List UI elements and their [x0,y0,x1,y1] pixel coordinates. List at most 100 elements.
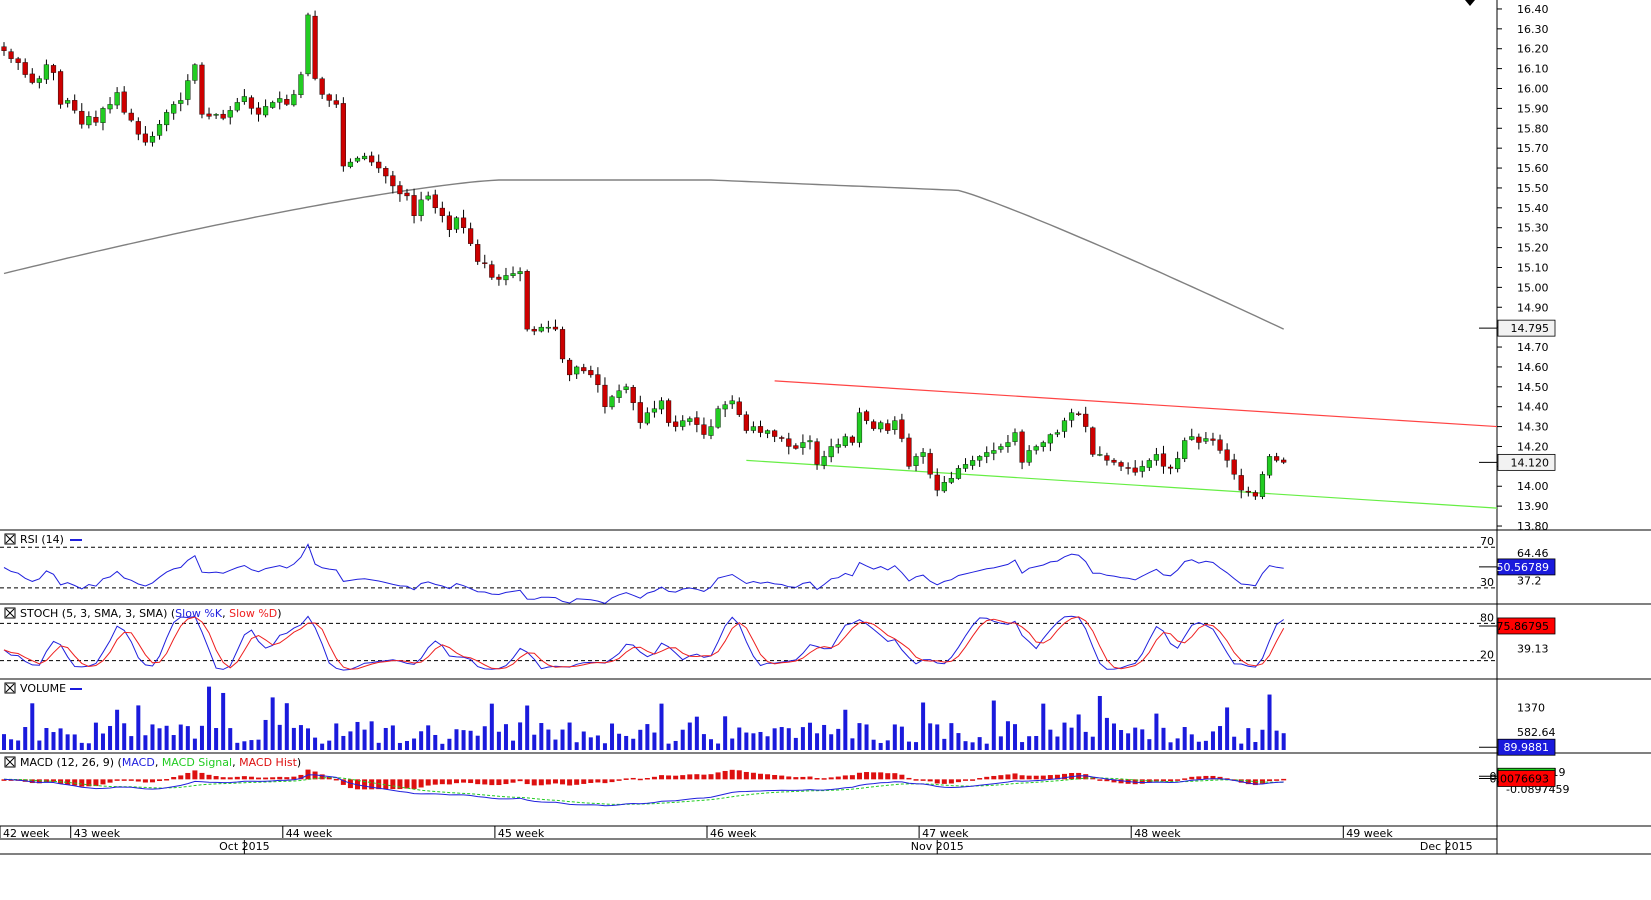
rsi-close-button[interactable] [4,533,16,545]
rsi-panel[interactable]: 70 30 64.46 37.2 [0,535,1549,604]
price-panel[interactable] [1,10,1498,509]
volume-bar [129,736,134,750]
candle [1054,429,1061,438]
candle [57,69,64,109]
volume-bar [1274,730,1279,750]
bear-candle-body [1111,459,1117,463]
volume-bar [1126,733,1131,750]
volume-bar [489,703,494,750]
bear-candle-body [1,46,7,51]
macd-hist-bar [135,779,141,782]
bear-candle-body [595,374,601,386]
bear-candle-body [885,423,891,431]
macd-hist-bar [1168,779,1174,782]
macd-hist-bar [291,776,297,780]
bull-candle-body [100,108,106,123]
macd-hist-bar [1118,779,1124,784]
candle [1217,434,1223,454]
bear-candle-body [1281,459,1287,463]
macd-close-button[interactable] [4,756,16,768]
macd-hist-bar [362,779,368,790]
volume-bar [1055,736,1060,750]
bull-candle-body [36,78,42,83]
candle [284,94,290,106]
bull-candle-body [178,100,184,104]
bear-candle-body [793,445,799,449]
candle [588,365,594,378]
macd-hist-bar [178,775,184,780]
macd-hist-bar [1083,774,1089,780]
volume-bar [383,727,388,750]
stoch-close-button[interactable] [4,607,16,619]
candle [1167,464,1174,475]
legend-sep: , [232,756,239,769]
volume-bar [23,727,28,750]
bull-candle-body [1203,438,1209,442]
bull-candle-body [948,478,954,483]
candle [333,94,339,108]
macd-hist-bar [432,779,438,785]
bull-candle-body [892,420,898,431]
macd-hist-bar [906,777,912,780]
macd-hist-bar [786,776,792,780]
candle [475,239,481,265]
macd-hist-bar [736,770,742,780]
macd-hist-bar [842,775,848,780]
candle [1281,457,1287,465]
scroll-marker-icon[interactable] [1465,0,1475,6]
candle [340,97,346,172]
macd-hist-bar [1175,779,1181,781]
volume-bar [320,743,325,750]
volume-bar [532,734,537,750]
macd-hist-bar [828,777,834,780]
candle [1012,428,1018,446]
stochastic-legend-label: STOCH (5, 3, SMA, 3, SMA) (Slow %K, Slow… [20,607,282,620]
price-tick-label: 13.90 [1517,500,1549,513]
candle [72,94,78,114]
macd-hist-bar [552,779,558,784]
candle [227,106,233,125]
bull-candle-body [65,100,71,104]
volume-bar [157,728,162,750]
candle [1111,458,1117,466]
bull-candle-body [1054,432,1061,435]
candle [1273,452,1280,463]
bear-candle-body [1167,466,1174,469]
volume-bar [1225,707,1230,750]
candle [863,409,870,425]
volume-close-button[interactable] [4,682,16,694]
macd-hist-bar [79,779,85,787]
candle [779,435,785,442]
volume-bar [963,741,968,750]
bear-candle-body [863,411,870,421]
volume-bar [199,725,204,750]
macd-value-tag-box [1497,770,1556,787]
macd-hist-bar [333,778,339,781]
bear-candle-body [630,387,636,403]
bull-candle-body [807,440,813,443]
candle [1196,433,1202,450]
volume-panel[interactable]: 1370 582.64 [2,686,1556,750]
volume-bar [595,735,600,750]
macd-hist-bar [1252,779,1258,786]
candle [397,181,403,202]
candle [390,170,396,194]
bear-candle-body [376,161,382,169]
volume-bar [122,723,127,750]
month-label: Dec 2015 [1420,840,1473,853]
stochastic-panel[interactable]: 80 20 39.13 [0,611,1549,671]
bull-candle-body [828,446,834,458]
candle [1005,434,1011,453]
bear-candle-body [1196,436,1202,443]
price-tick-label: 16.20 [1517,43,1549,56]
volume-bar [914,742,919,750]
candle [8,48,14,63]
candle [1132,460,1138,476]
macd-hist-bar [941,779,947,784]
bear-candle-body [312,15,318,79]
macd-hist-bar [142,779,148,783]
macd-hist-bar [1182,778,1188,780]
volume-bar [362,729,367,750]
